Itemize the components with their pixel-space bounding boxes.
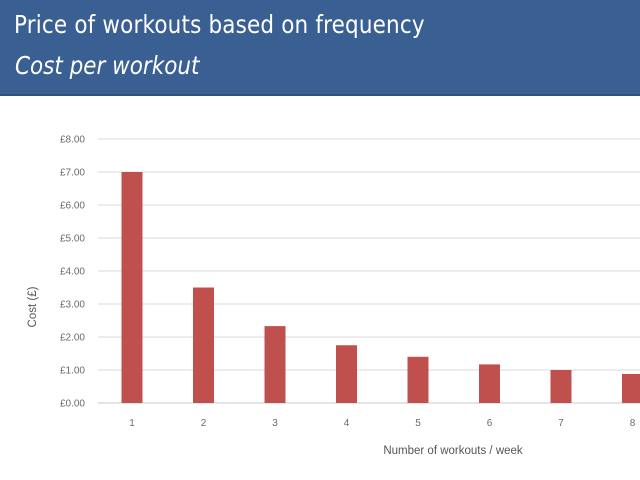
y-tick-label: £0.00 xyxy=(60,399,85,410)
chart-svg: £0.00 £1.00 £2.00 £3.00 £4.00 £5.00 £6.00 £7.00… xyxy=(27,135,640,457)
y-tick-label: £2.00 xyxy=(60,333,85,344)
y-tick-label: £6.00 xyxy=(60,201,85,212)
x-tick-label: 1 xyxy=(129,418,135,429)
x-tick-label: 6 xyxy=(487,418,493,429)
x-tick-label: 4 xyxy=(344,418,350,429)
x-tick-label: 7 xyxy=(558,418,564,429)
y-tick-label: £5.00 xyxy=(60,234,85,245)
gridlines xyxy=(98,138,640,404)
bars xyxy=(121,172,640,403)
page-subtitle: Cost per workout xyxy=(15,51,200,80)
bar xyxy=(336,345,357,403)
y-tick-label: £3.00 xyxy=(60,300,85,311)
x-axis-title: Number of workouts / week xyxy=(383,445,523,457)
bar xyxy=(193,287,214,403)
x-tick-label: 5 xyxy=(415,418,421,429)
x-tick-label: 2 xyxy=(201,418,207,429)
page-title: Price of workouts based on frequency xyxy=(14,10,425,39)
bar xyxy=(479,364,500,403)
bar xyxy=(121,172,143,403)
bar xyxy=(264,326,286,403)
x-tick-labels: 1 2 3 4 5 6 7 8 xyxy=(129,418,636,429)
bar xyxy=(550,370,572,403)
bar xyxy=(407,356,429,403)
bar xyxy=(622,373,640,403)
header-banner: Price of workouts based on frequency Cos… xyxy=(0,0,640,96)
y-tick-labels: £0.00 £1.00 £2.00 £3.00 £4.00 £5.00 £6.00 £7.00… xyxy=(60,135,85,410)
y-tick-label: £8.00 xyxy=(60,135,85,146)
y-tick-label: £1.00 xyxy=(60,366,85,377)
y-axis-title: Cost (£) xyxy=(27,286,39,327)
y-tick-label: £4.00 xyxy=(60,267,85,278)
x-tick-label: 8 xyxy=(630,418,636,429)
x-tick-label: 3 xyxy=(272,418,278,429)
y-tick-label: £7.00 xyxy=(60,168,85,179)
bar-chart: £0.00 £1.00 £2.00 £3.00 £4.00 £5.00 £6.00 £7.00… xyxy=(0,96,640,480)
